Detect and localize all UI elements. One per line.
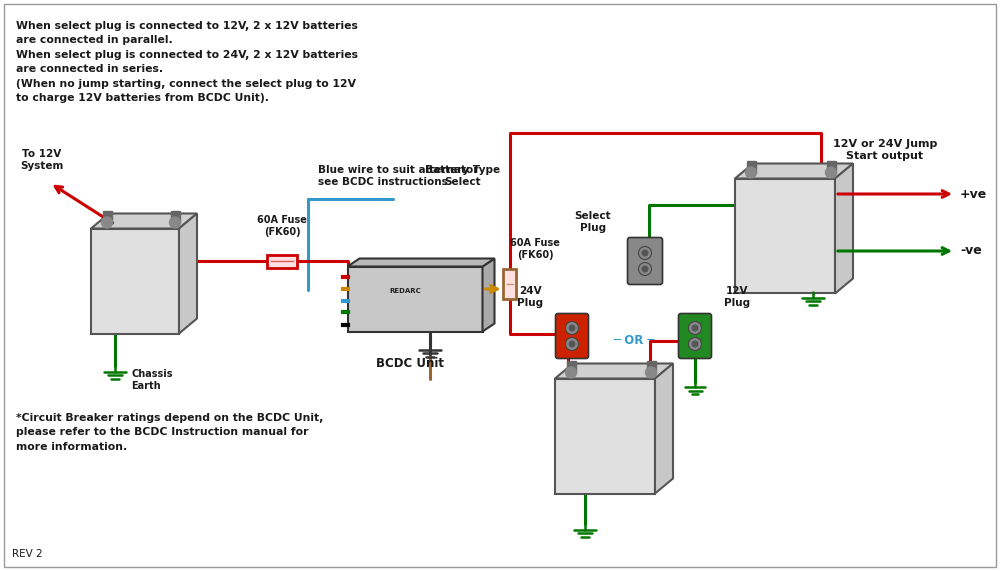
Circle shape: [642, 266, 648, 272]
Text: -ve: -ve: [960, 244, 982, 258]
Text: To 12V
System: To 12V System: [20, 150, 64, 171]
Circle shape: [688, 337, 702, 351]
FancyBboxPatch shape: [91, 228, 179, 333]
Circle shape: [826, 167, 836, 178]
Text: When select plug is connected to 12V, 2 x 12V batteries
are connected in paralle: When select plug is connected to 12V, 2 …: [16, 21, 358, 103]
FancyBboxPatch shape: [555, 379, 655, 493]
Polygon shape: [348, 259, 494, 267]
Text: Select
Plug: Select Plug: [575, 211, 611, 233]
Circle shape: [566, 321, 578, 335]
Text: 24V
Plug: 24V Plug: [517, 287, 543, 308]
Text: 60A Fuse
(FK60): 60A Fuse (FK60): [510, 239, 560, 260]
Circle shape: [170, 217, 180, 228]
Text: REDARC: REDARC: [389, 288, 421, 294]
Polygon shape: [91, 214, 197, 228]
Text: Blue wire to suit alternator
see BCDC instructions: Blue wire to suit alternator see BCDC in…: [318, 166, 478, 187]
Bar: [171, 211, 180, 223]
Text: ─ OR ─: ─ OR ─: [613, 333, 654, 347]
Text: 12V
Plug: 12V Plug: [724, 287, 750, 308]
Circle shape: [566, 367, 576, 378]
Bar: [503, 269, 516, 299]
Text: 60A Fuse
(FK60): 60A Fuse (FK60): [257, 215, 307, 237]
FancyBboxPatch shape: [628, 238, 662, 284]
Text: 12V or 24V Jump
Start output: 12V or 24V Jump Start output: [833, 139, 937, 161]
Text: *Circuit Breaker ratings depend on the BCDC Unit,
please refer to the BCDC Instr: *Circuit Breaker ratings depend on the B…: [16, 413, 323, 452]
Circle shape: [566, 337, 578, 351]
Circle shape: [646, 367, 656, 378]
Bar: [103, 211, 112, 223]
Circle shape: [102, 217, 112, 228]
Polygon shape: [735, 163, 853, 179]
Bar: [827, 160, 836, 172]
Text: +ve: +ve: [960, 187, 987, 200]
Polygon shape: [555, 364, 673, 379]
Text: REV 2: REV 2: [12, 549, 43, 559]
Circle shape: [746, 167, 757, 178]
Circle shape: [639, 263, 652, 275]
FancyBboxPatch shape: [556, 313, 588, 359]
Bar: [567, 360, 576, 372]
Polygon shape: [655, 364, 673, 493]
Circle shape: [568, 324, 576, 332]
Bar: [647, 360, 656, 372]
Text: Chassis
Earth: Chassis Earth: [131, 369, 173, 391]
Polygon shape: [835, 163, 853, 293]
Polygon shape: [482, 259, 494, 332]
Text: BCDC Unit: BCDC Unit: [376, 357, 444, 370]
Text: Battery Type
Select: Battery Type Select: [425, 166, 501, 187]
Circle shape: [642, 250, 648, 256]
FancyBboxPatch shape: [348, 267, 483, 332]
FancyBboxPatch shape: [678, 313, 712, 359]
Bar: [747, 160, 756, 172]
FancyBboxPatch shape: [735, 179, 835, 293]
Circle shape: [688, 321, 702, 335]
Bar: [267, 255, 297, 267]
Circle shape: [692, 340, 698, 348]
Circle shape: [692, 324, 698, 332]
Circle shape: [568, 340, 576, 348]
Polygon shape: [179, 214, 197, 333]
Circle shape: [639, 247, 652, 259]
